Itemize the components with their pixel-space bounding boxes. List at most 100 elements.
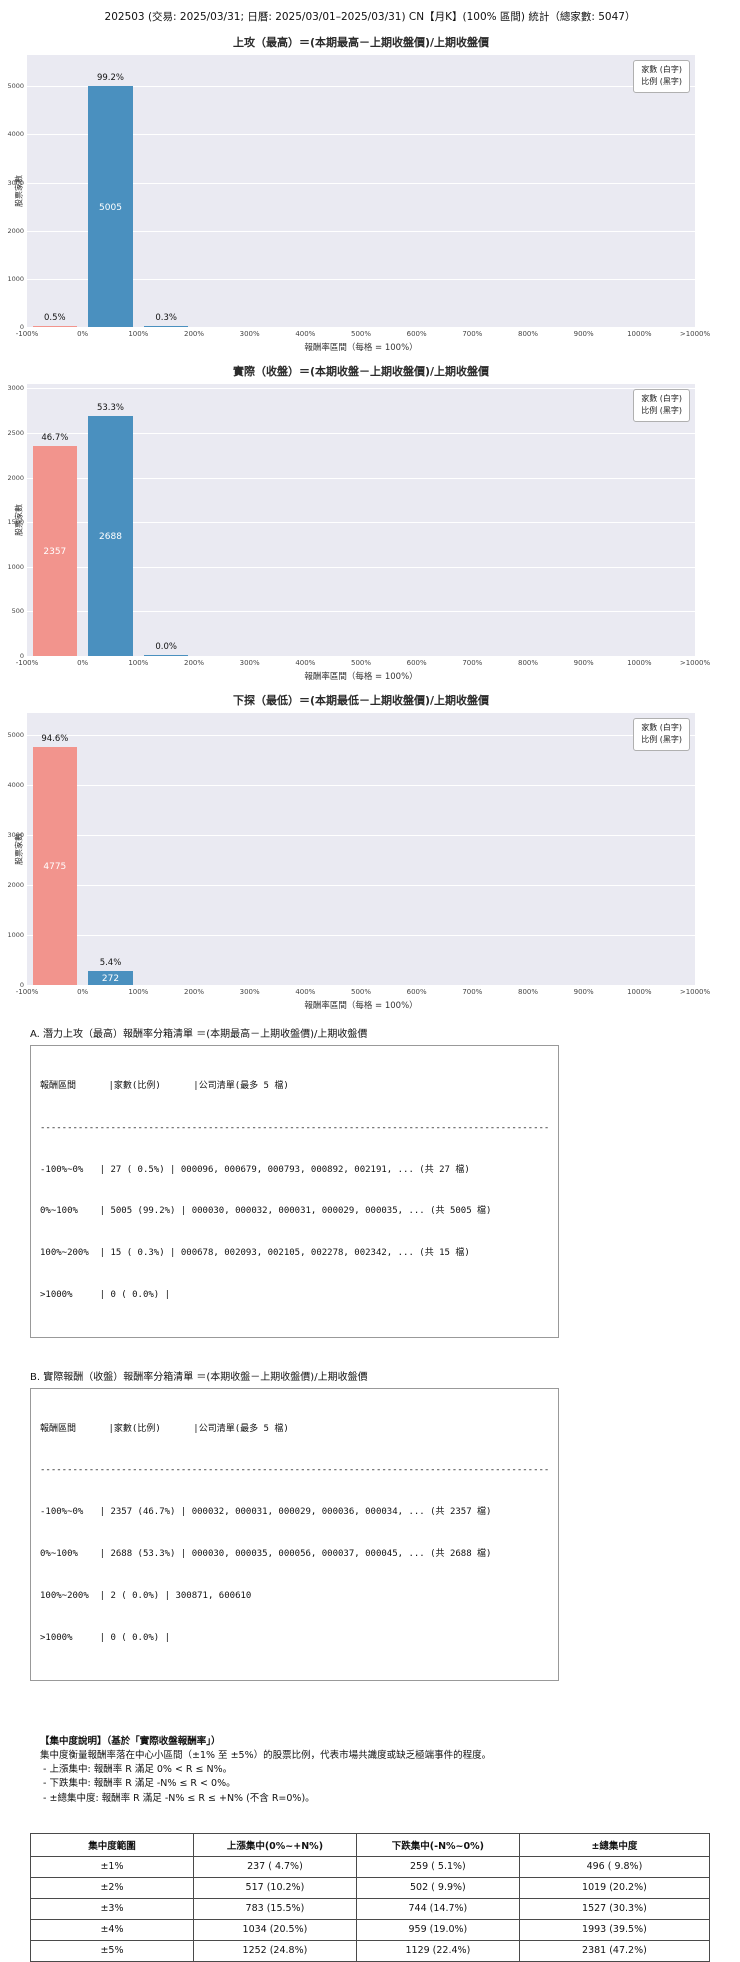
gridline [27,735,695,737]
gridline [27,388,695,390]
cell-down: 259 ( 5.1%) [355,1855,520,1878]
gridline [27,656,695,657]
bar-percent-label: 99.2% [96,73,125,84]
cell-range: ±2% [30,1876,194,1899]
x-tick-label: 800% [517,659,539,667]
cell-up: 237 ( 4.7%) [192,1855,357,1878]
y-tick-label: 0 [19,981,24,989]
gridline [27,477,695,479]
y-tick-label: 1500 [7,518,24,527]
y-axis-label-wrap: 股票家數 [10,55,27,327]
x-tick-label: 1000% [627,330,652,338]
x-tick-label: 400% [295,988,316,996]
bar-count-label: 2688 [99,532,122,543]
bar-percent-label: 0.0% [155,642,177,652]
y-tick-label: 0 [19,652,24,660]
x-tick-label: 700% [462,988,483,996]
y-tick-label: 3000 [7,384,24,393]
plot-area-actual: 0 500 1000 1500 2000 2500 3000 -100% 0% 100% 200% 3… [7,384,710,667]
bar-percent-label: 5.4% [99,958,122,969]
x-tick-label: 100% [128,988,149,996]
cell-down: 744 (14.7%) [355,1897,520,1920]
concentration-note-line: - ±總集中度: 報酬率 R 滿足 -N% ≤ R ≤ +N% (不含 R=0%… [40,1792,315,1804]
y-tick-label: 0 [19,323,24,331]
x-tick-label: 300% [239,988,260,996]
cell-range: ±5% [30,1939,194,1962]
cell-total: 1993 (39.5%) [518,1918,711,1941]
x-tick-label: 900% [573,988,594,996]
cell-up: 783 (15.5%) [192,1897,357,1920]
bin-list-line: 報酬區間 |家數(比例) |公司清單(最多 5 檔) [40,1080,289,1091]
section-a-heading: A. 潛力上攻（最高）報酬率分箱清單 ＝(本期最高－上期收盤價)/上期收盤價 [30,1029,368,1040]
x-tick-label: -100% [15,988,39,996]
y-tick-label: 1000 [7,562,24,571]
col-header-total-concentration: ±總集中度 [518,1832,711,1857]
bin-list-line: 100%~200% | 15 ( 0.3%) | 000678, 002093,… [40,1248,470,1259]
x-axis-label: 報酬率區間（每格 = 100%） [304,1001,418,1011]
gridline [27,433,695,435]
table-row: ±4% 1034 (20.5%) 959 (19.0%) 1993 (39.5%… [30,1918,711,1941]
bar-0%~100% [88,86,133,327]
gridline [27,985,695,986]
y-tick-label: 2000 [7,226,24,235]
chart-upside-high: 上攻（最高）＝(本期最高－上期收盤價)/上期收盤價 股票家數 0 1000 2000… [0,34,740,353]
cell-down: 959 (19.0%) [355,1918,520,1941]
section-a-bin-list-box: 報酬區間 |家數(比例) |公司清單(最多 5 檔) -------------… [30,1045,560,1338]
x-tick-label: 500% [350,330,372,338]
cell-range: ±4% [30,1918,194,1941]
bar-count-label: 5005 [99,202,122,213]
x-tick-label: 500% [350,988,372,996]
col-header-down-concentration: 下跌集中(-N%~0%) [355,1832,520,1857]
bar-percent-label: 0.5% [44,312,66,323]
y-tick-label: 4000 [7,130,24,139]
plot-row-downside: 股票家數 0 1000 2000 3000 4000 5000 -100% 0% 100% 200… [0,713,740,996]
concentration-note-line: - 上漲集中: 報酬率 R 滿足 0% < R ≤ N%。 [40,1764,233,1775]
bar-percent-label: 94.6% [41,733,69,744]
table-row: ±3% 783 (15.5%) 744 (14.7%) 1527 (30.3%) [30,1897,711,1920]
y-tick-label: 2000 [7,881,24,890]
bin-list-line: 0%~100% | 2688 (53.3%) | 000030, 000035,… [40,1549,492,1560]
bar-percent-label: 0.3% [155,313,177,323]
gridline [27,835,695,837]
bar-percent-label: 46.7% [41,432,69,443]
gridline [27,785,695,787]
cell-total: 496 ( 9.8%) [518,1855,711,1878]
x-axis-label: 報酬率區間（每格 = 100%） [304,672,418,682]
gridline [27,134,695,136]
bar-100%~200% [143,655,189,656]
bin-list-line: -100%~0% | 27 ( 0.5%) | 000096, 000679, … [40,1164,470,1175]
chart-actual-close: 實際（收盤）＝(本期收盤－上期收盤價)/上期收盤價 股票家數 0 500 1000 1… [0,363,740,682]
gridline [27,278,695,280]
cell-total: 1019 (20.2%) [518,1876,711,1899]
section-a-upside-bins: A. 潛力上攻（最高）報酬率分箱清單 ＝(本期最高－上期收盤價)/上期收盤價 報… [30,1025,740,1342]
x-tick-label: 1000% [627,659,652,667]
legend-line: 家數 (白字) [641,723,682,732]
x-tick-label: 400% [295,659,316,667]
bin-list-line: >1000% | 0 ( 0.0%) | [40,1632,171,1643]
x-tick-label: 200% [183,659,205,667]
cell-total: 1527 (30.3%) [518,1897,711,1920]
section-b-heading: B. 實際報酬（收盤）報酬率分箱清單 ＝(本期收盤－上期收盤價)/上期收盤價 [30,1371,368,1383]
x-tick-label: 200% [183,330,205,338]
gridline [27,935,695,937]
x-tick-label: 200% [183,988,205,996]
gridline [27,327,695,328]
y-tick-label: 4000 [7,781,24,790]
concentration-note-line: - 下跌集中: 報酬率 R 滿足 -N% ≤ R < 0%。 [40,1778,236,1790]
legend-line: 比例 (黑字) [641,77,682,87]
section-b-actual-bins: B. 實際報酬（收盤）報酬率分箱清單 ＝(本期收盤－上期收盤價)/上期收盤價 報… [30,1368,740,1685]
page-title: 202503 (交易: 2025/03/31; 日曆: 2025/03/01–2… [104,11,636,23]
x-tick-label: 900% [573,659,594,667]
y-tick-label: 5000 [7,731,24,740]
bar-count-label: 4775 [43,861,67,872]
bar-100%~200% [143,326,189,327]
y-tick-label: 5000 [7,82,24,91]
bar-0%~100% [88,971,133,985]
gridline [27,522,695,524]
y-tick-label: 3000 [7,178,24,187]
cell-down: 502 ( 9.9%) [355,1876,520,1899]
y-tick-label: 3000 [7,831,24,840]
col-header-up-concentration: 上漲集中(0%~+N%) [192,1832,357,1857]
x-tick-label: 800% [517,330,539,338]
x-tick-label: -100% [15,659,39,667]
